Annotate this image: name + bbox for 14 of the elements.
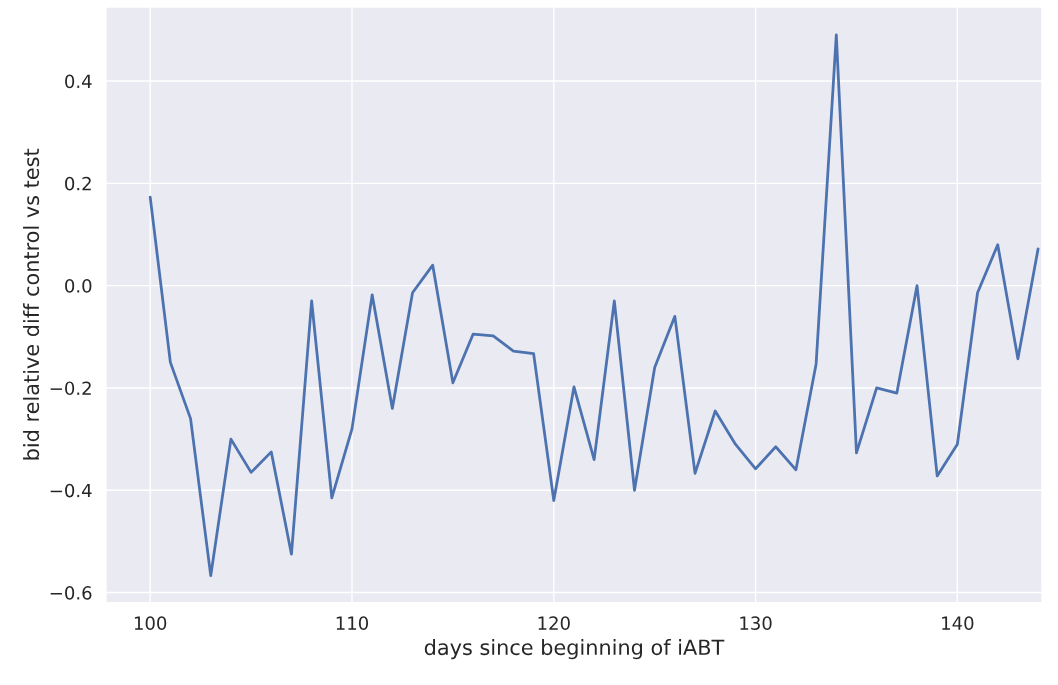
- line-series: [148, 33, 1040, 578]
- y-axis-title: bid relative diff control vs test: [23, 148, 40, 460]
- y-tick-label: 0.2: [65, 176, 91, 191]
- x-tick-label: 140: [942, 616, 974, 630]
- x-tick-label: 120: [538, 616, 570, 630]
- x-tick-label: 100: [134, 616, 167, 630]
- x-axis-title: days since beginning of iABT: [424, 639, 725, 660]
- y-tick-label: −0.6: [50, 586, 92, 600]
- y-tick-label: −0.2: [50, 381, 91, 396]
- x-tick-label: 110: [336, 616, 369, 630]
- y-tick-label: −0.4: [50, 483, 92, 498]
- y-tick-label: 0.4: [65, 74, 92, 89]
- y-tick-label: 0.0: [65, 279, 92, 293]
- x-tick-label: 130: [740, 616, 772, 630]
